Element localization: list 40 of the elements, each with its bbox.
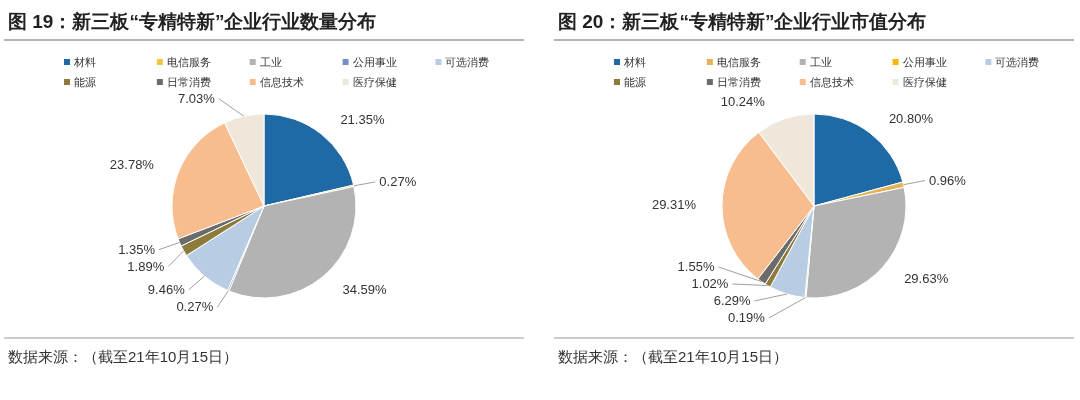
legend-label: 信息技术 <box>809 76 854 88</box>
source-note: 数据来源：（截至21年10月15日） <box>558 348 789 365</box>
data-label: 34.59% <box>342 282 388 298</box>
chart-title: 图 19：新三板“专精特新”企业行业数量分布 <box>8 11 377 32</box>
legend-label: 能源 <box>624 76 646 88</box>
data-label: 6.29% <box>713 293 751 308</box>
legend-label: 可选消费 <box>995 56 1040 68</box>
legend-label: 日常消费 <box>716 76 761 88</box>
data-label: 29.63% <box>904 271 949 287</box>
legend-label: 信息技术 <box>259 76 304 88</box>
legend-label: 材料 <box>623 56 646 68</box>
legend-label: 工业 <box>809 56 832 68</box>
data-label: 9.46% <box>147 281 186 297</box>
data-label: 21.35% <box>340 111 385 127</box>
data-label: 1.35% <box>118 241 156 257</box>
source-note: 数据来源：（截至21年10月15日） <box>8 348 239 365</box>
data-label: 10.24% <box>720 93 766 109</box>
data-label: 0.27% <box>379 173 417 189</box>
data-label: 7.03% <box>177 90 216 106</box>
data-label: 23.78% <box>109 157 155 172</box>
data-label: 20.80% <box>888 110 934 126</box>
legend-label: 公用事业 <box>352 56 397 68</box>
data-label: 0.96% <box>929 172 967 188</box>
legend-label: 电信服务 <box>716 56 761 68</box>
legend-label: 工业 <box>259 56 282 68</box>
legend-label: 日常消费 <box>166 76 211 88</box>
data-label: 0.27% <box>176 299 214 315</box>
legend-label: 材料 <box>73 56 96 68</box>
data-label: 0.19% <box>727 310 766 325</box>
legend-label: 能源 <box>74 76 96 88</box>
legend-label: 可选消费 <box>445 56 490 68</box>
data-label: 29.31% <box>651 197 697 213</box>
data-label: 1.55% <box>677 259 715 274</box>
chart-title: 图 20：新三板“专精特新”企业行业市值分布 <box>558 11 927 32</box>
data-label: 1.02% <box>691 276 729 291</box>
legend-label: 医疗保健 <box>352 76 397 88</box>
legend-label: 医疗保健 <box>902 76 947 88</box>
legend-label: 公用事业 <box>902 56 947 68</box>
legend-label: 电信服务 <box>166 56 211 68</box>
data-label: 1.89% <box>127 258 165 274</box>
